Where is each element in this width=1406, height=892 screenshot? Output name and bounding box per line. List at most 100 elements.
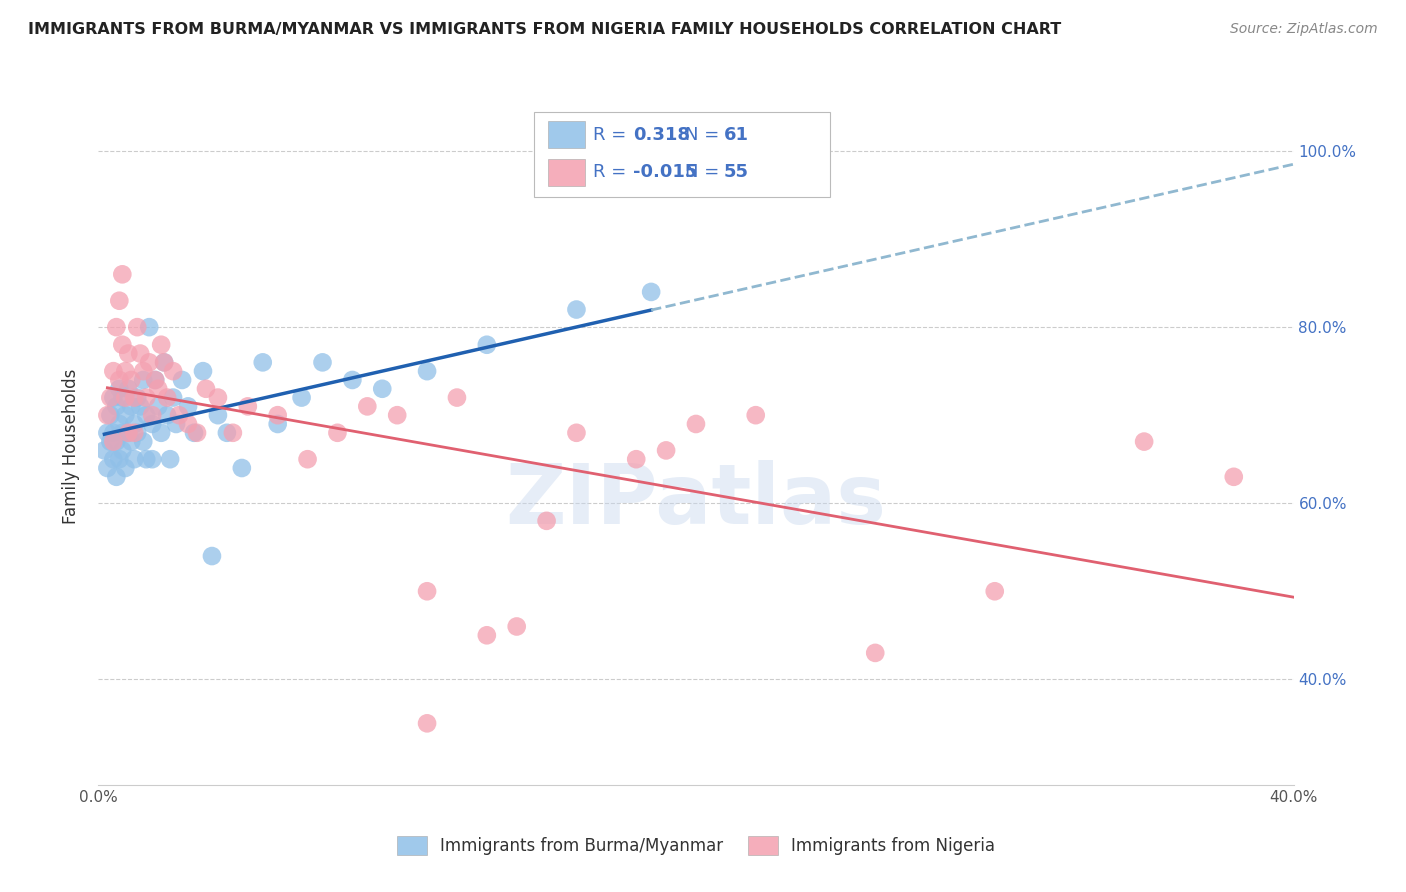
Point (745, 408, 768, 422)
Point (124, 391, 146, 405)
Text: N =: N = (685, 163, 724, 181)
Point (201, 549, 224, 563)
Point (143, 373, 166, 387)
Point (120, 400, 142, 414)
Text: R =: R = (593, 126, 633, 144)
Point (195, 382, 218, 396)
Point (165, 417, 187, 431)
Point (103, 364, 125, 378)
Point (156, 408, 179, 422)
Point (98, 434, 122, 449)
Point (141, 417, 163, 431)
Point (311, 355, 333, 369)
Point (132, 364, 155, 378)
Point (103, 425, 125, 440)
Text: 0.318: 0.318 (633, 126, 690, 144)
Point (124, 452, 146, 467)
Point (385, 408, 409, 422)
Point (108, 452, 131, 467)
Point (114, 408, 136, 422)
Point (326, 425, 349, 440)
Point (267, 417, 290, 431)
Y-axis label: Family Households: Family Households (62, 368, 80, 524)
Point (475, 628, 498, 642)
Point (207, 391, 229, 405)
Point (108, 382, 131, 396)
Point (135, 391, 157, 405)
Point (167, 408, 190, 422)
Point (177, 400, 200, 414)
Point (222, 425, 245, 440)
Point (124, 425, 146, 440)
Point (236, 400, 259, 414)
Point (356, 400, 378, 414)
Point (108, 373, 131, 387)
Point (475, 337, 498, 351)
Point (416, 364, 439, 378)
Point (105, 434, 128, 449)
Point (191, 364, 214, 378)
Point (120, 434, 142, 449)
Point (565, 302, 588, 317)
Point (371, 382, 394, 396)
Point (1133, 434, 1156, 449)
Point (172, 373, 194, 387)
Point (108, 293, 131, 308)
Point (207, 408, 229, 422)
Point (685, 417, 707, 431)
Text: IMMIGRANTS FROM BURMA/MYANMAR VS IMMIGRANTS FROM NIGERIA FAMILY HOUSEHOLDS CORRE: IMMIGRANTS FROM BURMA/MYANMAR VS IMMIGRA… (28, 22, 1062, 37)
Point (114, 391, 136, 405)
Point (132, 373, 155, 387)
Point (148, 382, 170, 396)
Point (626, 452, 648, 467)
Point (98, 391, 122, 405)
Point (640, 285, 662, 299)
Text: 55: 55 (724, 163, 749, 181)
Point (148, 400, 170, 414)
Point (114, 461, 136, 475)
Point (416, 716, 439, 731)
Text: ZIPatlas: ZIPatlas (506, 459, 886, 541)
Point (186, 425, 208, 440)
Point (150, 337, 173, 351)
Point (416, 584, 439, 599)
Point (105, 320, 128, 334)
Point (231, 461, 253, 475)
Point (120, 373, 142, 387)
Point (984, 584, 1007, 599)
Point (138, 320, 160, 334)
Point (132, 434, 155, 449)
Point (124, 417, 146, 431)
Legend: Immigrants from Burma/Myanmar, Immigrants from Nigeria: Immigrants from Burma/Myanmar, Immigrant… (387, 825, 1005, 864)
Point (127, 425, 149, 440)
Point (129, 400, 152, 414)
Point (446, 391, 468, 405)
Text: -0.015: -0.015 (633, 163, 697, 181)
Point (141, 408, 163, 422)
Point (162, 364, 184, 378)
Point (127, 320, 149, 334)
Point (111, 337, 134, 351)
Point (177, 417, 200, 431)
Point (297, 452, 319, 467)
Point (143, 373, 166, 387)
Point (111, 268, 134, 282)
Point (96, 425, 118, 440)
Point (98, 408, 122, 422)
Point (655, 443, 678, 458)
Point (159, 452, 181, 467)
Point (215, 425, 238, 440)
Point (117, 382, 139, 396)
Point (111, 425, 134, 440)
Point (114, 364, 136, 378)
Point (111, 443, 134, 458)
Point (267, 408, 290, 422)
Point (96, 461, 118, 475)
Point (117, 425, 139, 440)
Point (291, 391, 314, 405)
Point (138, 355, 160, 369)
Point (117, 346, 139, 360)
Point (96, 408, 118, 422)
Point (111, 391, 134, 405)
Point (93, 443, 115, 458)
